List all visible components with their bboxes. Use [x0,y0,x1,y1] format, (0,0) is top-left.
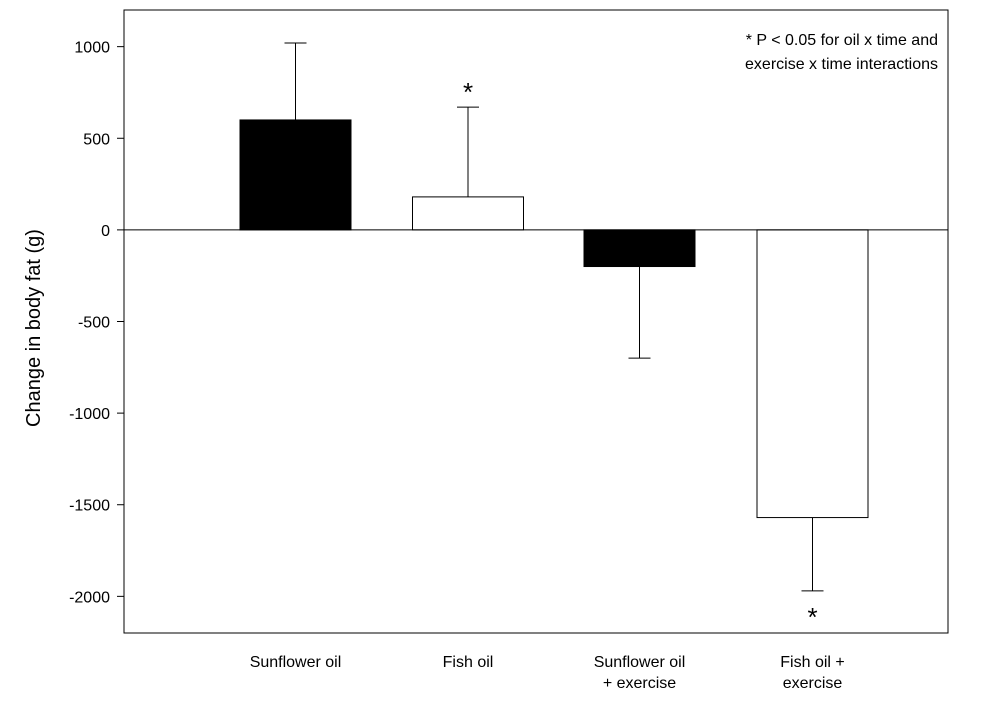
significance-note: * P < 0.05 for oil x time and exercise x … [745,32,938,73]
y-tick-label: -500 [78,315,110,332]
y-tick-label: 0 [101,223,110,240]
significance-asterisk: * [463,77,473,107]
error-bars-layer [284,42,824,592]
x-category-label: Fish oil [443,654,494,671]
x-category-label: Sunflower oil [250,654,342,671]
x-axis-category-labels: Sunflower oil Fish oil Sunflower oil + exer… [250,654,845,692]
y-axis-ticks: 1000 500 0 -500 -1000 -1500 -2000 [69,40,124,606]
significance-markers: ** [463,77,818,632]
y-tick-label: -1500 [69,498,110,515]
x-category-label: Sunflower oil + exercise [594,654,686,692]
x-category-label: Fish oil + exercise [780,654,844,692]
bar [756,229,869,519]
y-axis-title: Change in body fat (g) [23,229,45,427]
bars-layer [239,119,869,519]
significance-asterisk: * [807,602,817,632]
bar [412,196,524,231]
bar [583,229,696,268]
y-tick-label: -2000 [69,589,110,606]
y-tick-label: -1000 [69,406,110,423]
y-tick-label: 500 [83,131,110,148]
bar [239,119,352,231]
y-tick-label: 1000 [74,40,110,57]
